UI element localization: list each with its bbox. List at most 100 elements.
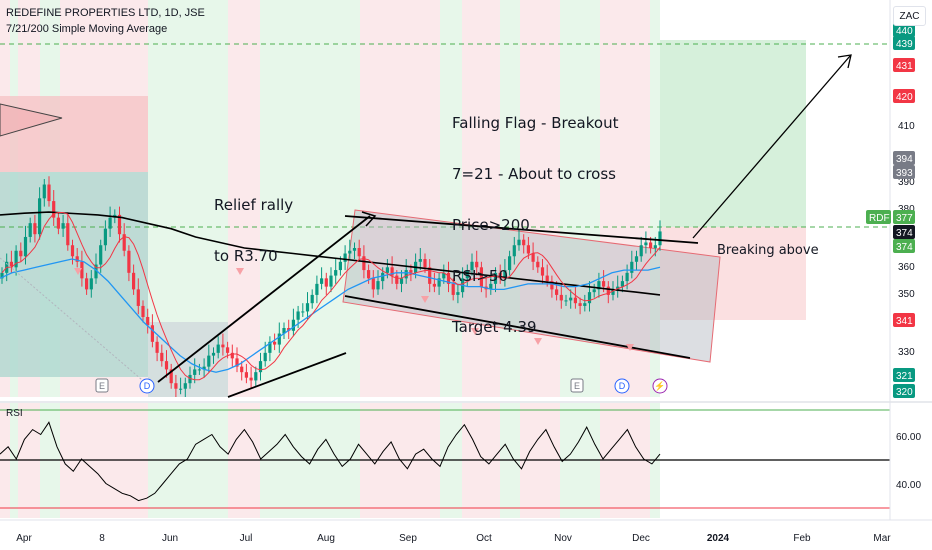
candle-body	[338, 261, 342, 271]
candle-body	[479, 267, 483, 287]
price-tick-label: 350	[898, 289, 915, 300]
price-tag-label: 377	[896, 213, 913, 224]
relief-line-1: Relief rally	[214, 196, 294, 214]
time-tick-label: 8	[99, 533, 105, 544]
candle	[141, 300, 145, 323]
price-tag-label: 374	[896, 242, 913, 253]
candle	[324, 272, 328, 295]
candle	[564, 294, 568, 306]
candle	[207, 344, 211, 373]
rsi-pane-label: RSI	[6, 408, 23, 419]
candle	[517, 228, 521, 251]
candle-body	[221, 344, 225, 348]
signal-zone	[462, 0, 500, 397]
old-target-zone	[0, 172, 148, 377]
candle	[658, 220, 662, 251]
price-tick-label: 330	[898, 347, 915, 358]
candle-body	[630, 261, 634, 273]
candle-body	[291, 319, 295, 331]
candle-body	[150, 325, 154, 342]
sell-signal-marker	[626, 344, 634, 351]
price-tag-label: 341	[896, 316, 913, 327]
candle-body	[362, 256, 366, 271]
time-tick-label: Sep	[399, 533, 417, 544]
time-axis[interactable]: Apr 8 Jun Jul Aug Sep Oct Nov Dec 2024 Feb Mar	[16, 533, 891, 544]
candle	[418, 247, 422, 271]
candle-body	[395, 275, 399, 284]
candle	[47, 176, 51, 207]
candle	[277, 322, 281, 353]
candle-body	[644, 242, 648, 246]
candle-body	[254, 372, 258, 381]
signal-zone	[440, 0, 462, 397]
candle-body	[432, 283, 436, 287]
candle-body	[52, 201, 56, 218]
candle-body	[282, 328, 286, 334]
old-stop-zone	[0, 96, 148, 172]
candle	[606, 281, 610, 304]
candle	[0, 267, 4, 284]
candle-body	[545, 275, 549, 282]
candle	[348, 239, 352, 260]
candle-body	[620, 281, 624, 287]
candle-body	[404, 270, 408, 279]
sma-21-line	[0, 258, 661, 373]
flag-line-5: Target 4.39	[452, 318, 537, 336]
time-tick-label: Feb	[793, 533, 811, 544]
candle	[164, 350, 169, 378]
price-tag: RDF	[866, 210, 891, 224]
currency-button[interactable]: ZAC	[893, 6, 926, 26]
price-tag-label: 394	[896, 154, 913, 165]
signal-zone	[360, 0, 440, 397]
falling-flag-annotation[interactable]: Falling Flag - Breakout 7=21 - About to …	[452, 81, 618, 353]
candle-body	[550, 281, 554, 290]
candle	[522, 234, 526, 254]
signal-zone	[330, 0, 360, 397]
candle-body	[418, 259, 422, 262]
candle-body	[465, 270, 469, 279]
candle-body	[108, 217, 112, 229]
candle	[352, 242, 357, 260]
candle	[329, 267, 333, 293]
dividend-marker	[139, 378, 155, 394]
candle	[183, 377, 187, 397]
candle-body	[258, 361, 263, 373]
candle-body	[616, 286, 620, 290]
candle-body	[564, 300, 568, 302]
candle-body	[357, 247, 361, 257]
candle-body	[197, 369, 201, 371]
candle	[160, 344, 164, 367]
candle	[376, 270, 380, 295]
price-tag-label: RDF	[869, 213, 890, 224]
candle-body	[602, 281, 606, 287]
candle-body	[80, 261, 84, 279]
candle-body	[235, 358, 239, 367]
candle	[235, 347, 239, 373]
sell-signal-marker	[471, 328, 479, 335]
candle-body	[606, 286, 610, 295]
relief-rally-annotation[interactable]: Relief rally to R3.70	[214, 163, 293, 282]
indicator-legend[interactable]: 7/21/200 Simple Moving Average	[6, 23, 168, 35]
candle-body	[85, 278, 89, 290]
candle	[19, 242, 23, 262]
candle-body	[244, 372, 248, 378]
candle-body	[277, 333, 281, 345]
candle-body	[0, 272, 4, 279]
rsi-tick-label: 60.00	[896, 432, 921, 443]
breaking-above-annotation[interactable]: Breaking above	[717, 243, 819, 258]
candle	[423, 253, 427, 273]
candle-body	[409, 270, 413, 273]
event-marker-label: D	[619, 381, 626, 391]
signal-zone	[600, 0, 650, 397]
candle-body	[230, 352, 234, 359]
candle	[193, 358, 197, 384]
sell-signal-marker	[74, 268, 82, 275]
candle	[578, 297, 582, 315]
time-tick-label: Mar	[873, 533, 891, 544]
candle	[451, 278, 455, 301]
candle-body	[376, 281, 380, 290]
candle-body	[315, 283, 319, 295]
candle-body	[47, 184, 51, 202]
price-tick-label: 380	[898, 204, 915, 215]
candle-body	[489, 283, 493, 290]
